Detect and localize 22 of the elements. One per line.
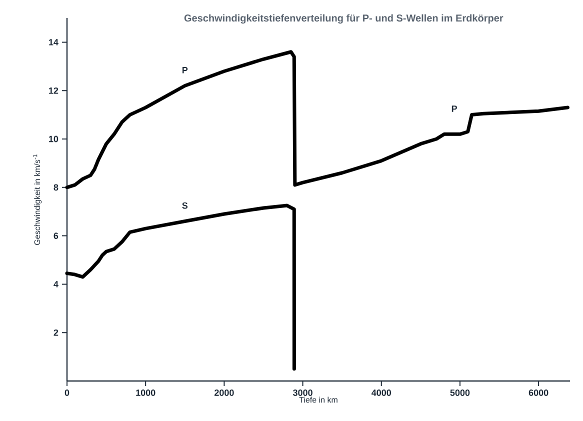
y-tick-label: 14 [49, 39, 58, 46]
y-tick-label: 12 [49, 87, 58, 94]
x-axis-title: Tiefe in km [299, 396, 338, 403]
x-tick-label: 2000 [214, 390, 234, 396]
chart-title: Geschwindigkeitstiefenverteilung für P- und S-Wellen im Erdkörper [184, 14, 504, 24]
y-tick-label: 6 [54, 232, 58, 239]
y-tick-label: 10 [49, 136, 58, 142]
y-tick-label: 8 [54, 184, 58, 191]
x-tick-label: 3000 [292, 390, 312, 396]
y-tick-label: 4 [54, 281, 58, 288]
x-tick-label: 4000 [372, 390, 392, 396]
y-axis-title: Geschwindigkeit in km/s$^{-1}$ [32, 154, 42, 245]
x-tick-label: 6000 [528, 390, 548, 396]
line-series [65, 50, 570, 190]
x-tick-label: 0 [64, 390, 70, 396]
series-label: P [182, 67, 188, 74]
x-tick-label: 1000 [136, 390, 156, 396]
annotation: P [452, 106, 458, 112]
x-tick-label: 5000 [450, 390, 470, 396]
line-series [65, 204, 296, 371]
series-label: S [182, 202, 188, 209]
y-tick-label: 2 [54, 329, 58, 336]
